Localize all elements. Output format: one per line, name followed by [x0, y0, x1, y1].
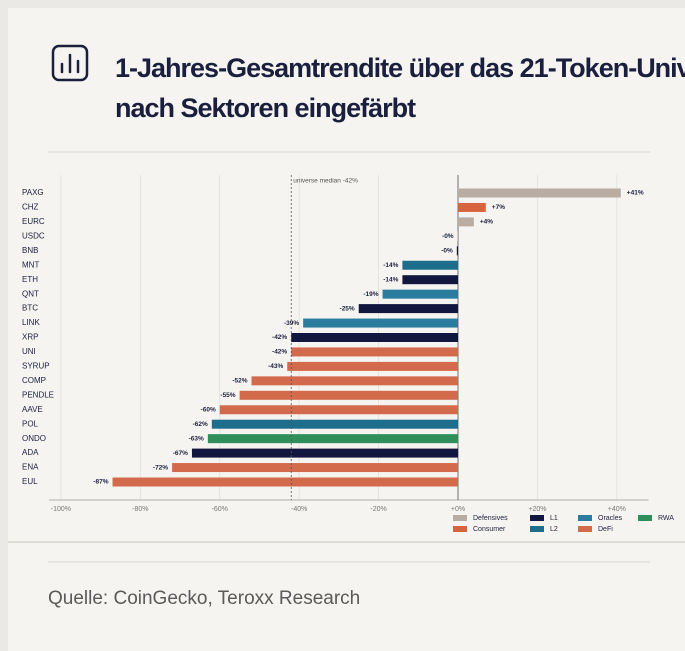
value-label: +41%: [627, 190, 644, 197]
legend-swatch: [578, 515, 592, 521]
bar: [303, 318, 458, 328]
title-icon: [51, 44, 89, 82]
bar: [402, 260, 458, 270]
y-tick-label: AAVE: [22, 405, 43, 414]
bar: [211, 419, 458, 429]
bar: [251, 376, 458, 386]
value-label: -43%: [268, 363, 283, 370]
value-label: -62%: [193, 421, 208, 428]
legend-label: Oracles: [598, 515, 623, 522]
legend-swatch: [530, 526, 544, 532]
y-tick-label: BNB: [22, 246, 38, 255]
y-tick-label: EURC: [22, 217, 45, 226]
value-label: +7%: [492, 204, 505, 211]
bar: [172, 463, 458, 473]
value-label: -52%: [232, 378, 247, 385]
x-tick-label: -20%: [370, 506, 386, 513]
x-tick-label: +20%: [528, 506, 546, 513]
value-label: -14%: [383, 276, 398, 283]
y-tick-label: POL: [22, 419, 39, 428]
x-tick-label: -60%: [212, 506, 228, 513]
y-tick-label: ETH: [22, 275, 38, 284]
y-tick-label: PENDLE: [22, 390, 54, 399]
y-tick-label: QNT: [22, 289, 39, 298]
y-tick-label: EUL: [22, 477, 38, 486]
y-tick-label: ENA: [22, 463, 39, 472]
bar: [291, 347, 458, 357]
legend-swatch: [578, 526, 592, 532]
value-label: -60%: [201, 406, 216, 413]
value-label: -0%: [441, 248, 453, 255]
bar: [207, 434, 458, 444]
value-label: -39%: [284, 320, 299, 327]
value-label: -72%: [153, 464, 168, 471]
y-tick-label: MNT: [22, 260, 39, 269]
value-label: -0%: [442, 233, 454, 240]
value-label: -63%: [189, 435, 204, 442]
legend-label: Defensives: [473, 515, 508, 522]
x-tick-label: -40%: [291, 506, 307, 513]
x-tick-label: -100%: [51, 506, 71, 513]
median-label: universe median -42%: [293, 178, 358, 185]
bar: [358, 304, 458, 314]
y-tick-label: UNI: [22, 347, 36, 356]
y-tick-label: ADA: [22, 448, 39, 457]
bar: [457, 202, 486, 212]
x-tick-label: +0%: [451, 506, 465, 513]
chart-title: 1-Jahres-Gesamtrendite über das 21-Token…: [115, 53, 685, 123]
y-tick-label: BTC: [22, 304, 38, 313]
bar: [456, 246, 458, 256]
legend-label: RWA: [658, 515, 674, 522]
value-label: -55%: [220, 392, 235, 399]
value-label: -25%: [340, 305, 355, 312]
bar: [191, 448, 458, 458]
legend-swatch: [638, 515, 652, 521]
source: Quelle: CoinGecko, Teroxx Research: [48, 588, 360, 609]
y-tick-label: USDC: [22, 231, 45, 240]
legend-swatch: [453, 526, 467, 532]
legend-swatch: [453, 515, 467, 521]
bar: [112, 477, 458, 487]
value-label: -87%: [93, 479, 108, 486]
legend-label: Consumer: [473, 526, 506, 533]
bar: [239, 390, 458, 400]
value-label: -42%: [272, 334, 287, 341]
legend-label: L2: [550, 526, 558, 533]
value-label: +4%: [480, 219, 493, 226]
bar: [219, 405, 458, 415]
y-tick-label: ONDO: [22, 434, 46, 443]
y-tick-label: PAXG: [22, 188, 44, 197]
bar: [457, 188, 621, 198]
y-tick-label: XRP: [22, 333, 38, 342]
y-tick-label: COMP: [22, 376, 46, 385]
value-label: -19%: [363, 291, 378, 298]
x-tick-label: -80%: [132, 506, 148, 513]
bar: [457, 217, 474, 227]
bar: [402, 275, 458, 285]
bar: [287, 361, 458, 371]
y-tick-label: LINK: [22, 318, 40, 327]
value-label: -42%: [272, 349, 287, 356]
legend-swatch: [530, 515, 544, 521]
card: [8, 8, 685, 651]
y-tick-label: SYRUP: [22, 362, 50, 371]
bar: [291, 333, 458, 342]
value-label: -67%: [173, 450, 188, 457]
legend-label: DeFi: [598, 526, 613, 533]
value-label: -14%: [383, 262, 398, 269]
x-tick-label: +40%: [608, 506, 626, 513]
legend-label: L1: [550, 515, 558, 522]
bar: [382, 289, 458, 299]
y-tick-label: CHZ: [22, 203, 39, 212]
